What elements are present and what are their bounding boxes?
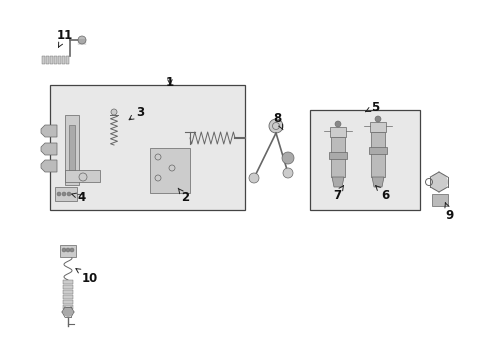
Bar <box>60 245 76 257</box>
Circle shape <box>62 248 66 252</box>
Bar <box>54 56 57 64</box>
Bar <box>431 194 447 206</box>
Bar <box>65 170 100 182</box>
Bar <box>63 305 73 309</box>
Text: 10: 10 <box>76 269 98 284</box>
Circle shape <box>268 119 283 133</box>
Polygon shape <box>41 160 57 172</box>
Text: 8: 8 <box>272 112 283 130</box>
Bar <box>63 280 73 284</box>
Polygon shape <box>371 177 383 187</box>
Circle shape <box>63 307 73 317</box>
Bar <box>150 148 190 193</box>
Bar <box>330 137 345 177</box>
Polygon shape <box>41 125 57 137</box>
Circle shape <box>66 248 70 252</box>
Polygon shape <box>331 177 343 187</box>
Circle shape <box>248 173 259 183</box>
Bar <box>65 115 79 185</box>
Polygon shape <box>41 143 57 155</box>
Bar <box>46 56 49 64</box>
Text: 5: 5 <box>365 100 378 113</box>
Text: 6: 6 <box>375 186 388 202</box>
Bar <box>63 290 73 294</box>
Circle shape <box>62 192 66 196</box>
Circle shape <box>429 173 447 191</box>
Bar <box>370 132 384 177</box>
Bar <box>369 122 385 132</box>
Circle shape <box>57 192 61 196</box>
Bar <box>66 56 69 64</box>
Bar <box>63 295 73 299</box>
Circle shape <box>334 121 340 127</box>
Bar <box>50 85 244 210</box>
Circle shape <box>283 168 292 178</box>
Bar <box>42 56 45 64</box>
Bar <box>55 187 77 201</box>
Bar <box>328 152 346 159</box>
Text: 7: 7 <box>332 185 343 202</box>
Bar <box>309 110 419 210</box>
Bar <box>62 56 65 64</box>
Bar <box>63 285 73 289</box>
Text: 4: 4 <box>72 190 86 203</box>
Text: 11: 11 <box>57 28 73 47</box>
Text: 1: 1 <box>165 76 174 89</box>
Bar <box>50 56 53 64</box>
Text: 9: 9 <box>444 203 453 221</box>
Bar <box>58 56 61 64</box>
Circle shape <box>70 248 74 252</box>
Circle shape <box>78 36 86 44</box>
Circle shape <box>111 109 117 115</box>
Text: 2: 2 <box>178 188 189 203</box>
Bar <box>63 300 73 304</box>
Circle shape <box>67 192 71 196</box>
Circle shape <box>282 152 293 164</box>
Bar <box>329 127 346 137</box>
Bar <box>368 147 386 154</box>
Text: 3: 3 <box>129 105 144 120</box>
Circle shape <box>374 116 380 122</box>
Bar <box>69 125 75 170</box>
